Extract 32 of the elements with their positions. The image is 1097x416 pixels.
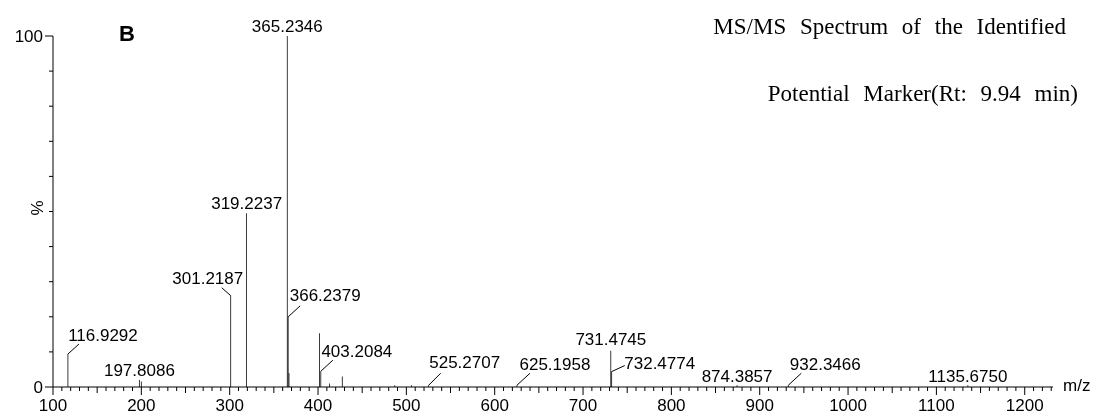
annotation: 301.2187 <box>172 269 244 289</box>
annotation: 731.4745 <box>575 330 647 350</box>
x-tick-label: 100 <box>38 395 68 415</box>
x-tick-label: 1200 <box>1005 395 1044 415</box>
annotation: 525.2707 <box>429 352 501 372</box>
x-tick-label: 600 <box>480 395 509 415</box>
x-tick-label: 200 <box>127 395 156 415</box>
x-tick-label: 1100 <box>918 395 955 415</box>
y-axis-title: % <box>27 199 47 216</box>
x-tick-label: 700 <box>568 395 598 415</box>
chart-title: MS/MS Spectrum of the Identified <box>713 14 1066 39</box>
annotation: B <box>119 21 135 46</box>
annotation: 116.9292 <box>68 325 138 345</box>
annotation: 874.3857 <box>701 366 773 386</box>
x-tick-label: 900 <box>745 395 774 415</box>
x-tick-label: 800 <box>657 395 686 415</box>
annotation: 932.3466 <box>789 354 861 374</box>
annotation: 403.2084 <box>321 341 393 361</box>
x-tick-label: 300 <box>215 395 244 415</box>
annotation: 366.2379 <box>289 286 361 306</box>
annotation: 1135.6750 <box>928 366 1008 386</box>
annotation: 625.1958 <box>519 354 591 374</box>
y-tick-label: 0 <box>33 377 43 397</box>
x-tick-label: 500 <box>392 395 421 415</box>
annotation: 732.4774 <box>624 354 696 374</box>
annotation: 197.8086 <box>103 361 175 381</box>
x-tick-label: 1000 <box>829 395 867 415</box>
annotation: 319.2237 <box>211 193 283 213</box>
x-tick-label: 400 <box>303 395 333 415</box>
text: Potential Marker(Rt: 9.94 min) <box>767 81 1078 106</box>
annotation: 365.2346 <box>251 16 323 36</box>
x-axis-title: m/z <box>1063 376 1091 395</box>
